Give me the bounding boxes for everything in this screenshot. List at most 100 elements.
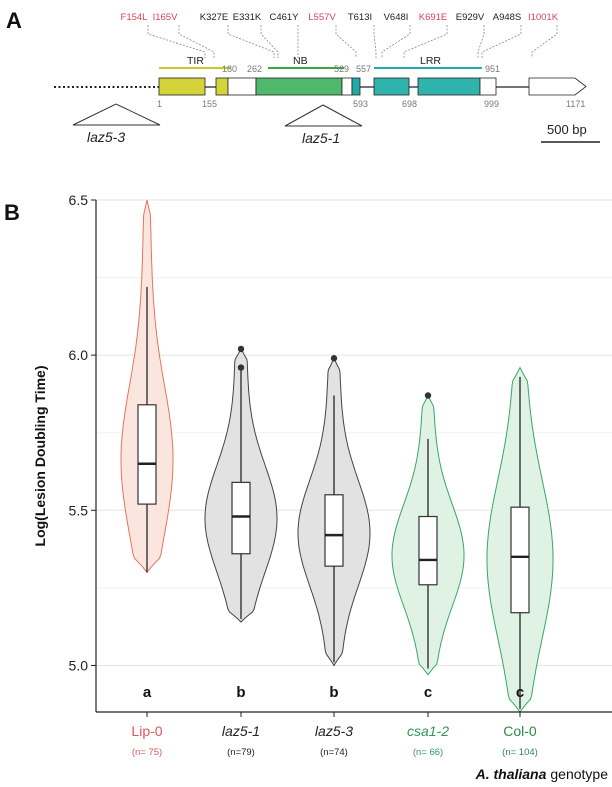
insertion-label: laz5-1 (302, 130, 340, 146)
significance-letter: b (329, 684, 338, 701)
sample-size-label: (n=74) (320, 747, 348, 758)
mutation-labels: F154L I165V K327E E331K C461Y L557V T613I V648I… (121, 12, 559, 23)
box-laz5-1 (231, 481, 251, 555)
significance-letter: c (516, 684, 524, 701)
mutation-label: E929V (456, 12, 485, 23)
outlier-point (330, 355, 338, 362)
sample-size-label: (n= 66) (413, 747, 443, 758)
x-axis-title-rest: genotype (550, 766, 608, 782)
exon-lrr-3 (417, 77, 481, 96)
mutation-leader-line (147, 25, 206, 58)
mutation-leader-lines (147, 25, 558, 58)
position-label: 180 (222, 64, 237, 74)
position-label: 593 (353, 99, 368, 109)
category-label: Lip-0 (131, 723, 162, 739)
exon-tir-end (215, 77, 229, 96)
mutation-leader-line (481, 25, 522, 58)
category-label: csa1-2 (407, 723, 449, 739)
significance-letter: a (143, 684, 152, 701)
insertion-triangle-icon (72, 103, 161, 126)
category-label: laz5-3 (315, 723, 353, 739)
insertion-triangle-icon (284, 104, 363, 127)
sample-size-label: (n= 104) (502, 747, 538, 758)
sample-size-label: (n= 75) (132, 747, 162, 758)
position-label: 698 (402, 99, 417, 109)
mutation-leader-line (477, 25, 485, 58)
box-laz5-3 (324, 494, 344, 567)
position-label: 262 (247, 64, 262, 74)
category-label: Col-0 (503, 723, 537, 739)
x-axis-title-species: A. thaliana (475, 766, 547, 782)
mutation-label: I165V (153, 12, 178, 23)
mutation-leader-line (227, 25, 275, 58)
mutation-leader-line (335, 25, 357, 58)
exon-nb (255, 77, 343, 96)
position-label: 557 (356, 64, 371, 74)
mutation-label: L557V (308, 12, 336, 23)
top-position-labels: 180 262 529 557 951 (222, 64, 500, 74)
y-tick-label: 5.5 (69, 502, 89, 518)
insertion-label: laz5-3 (87, 129, 125, 145)
position-label: 951 (485, 64, 500, 74)
position-label: 529 (334, 64, 349, 74)
exon-utr (479, 77, 497, 96)
mutation-label: C461Y (269, 12, 299, 23)
gene-model (54, 77, 587, 96)
mutation-label: T613I (348, 12, 372, 23)
mutation-leader-line (260, 25, 279, 58)
insertion-laz5-3: laz5-3 (72, 103, 161, 145)
panel-b-letter: B (4, 200, 20, 225)
exon-lrr-start (351, 77, 361, 96)
mutation-label: K327E (200, 12, 229, 23)
box-Col-0 (510, 506, 530, 614)
domain-annotations: TIR NB LRR (159, 55, 482, 69)
mutation-leader-line (531, 25, 558, 58)
sample-size-label: (n=79) (227, 747, 255, 758)
boxplots (137, 286, 530, 709)
mutation-leader-line (403, 25, 448, 58)
scale-bar: 500 bp (541, 122, 600, 143)
outlier-point (237, 345, 245, 353)
exon-nb-tail (341, 77, 353, 96)
outlier-point (237, 364, 245, 371)
x-axis-title: A. thaliana genotype (475, 766, 609, 782)
violins (120, 199, 554, 713)
nb-domain-label: NB (293, 55, 308, 67)
mutation-label: I1001K (528, 12, 559, 23)
y-axis-title: Log(Lesion Doubling Time) (32, 366, 48, 547)
position-label: 1171 (566, 99, 585, 109)
exon-lrr-2 (373, 77, 410, 96)
exon-1-tir (158, 77, 206, 96)
y-tick-label: 5.0 (69, 657, 89, 673)
position-label: 1 (157, 99, 162, 109)
panel-a-letter: A (6, 8, 22, 33)
mutation-leader-line (381, 25, 411, 58)
mutation-leader-line (178, 25, 215, 58)
scale-bar-label: 500 bp (547, 122, 587, 137)
exon-linker (227, 77, 257, 96)
y-tick-label: 6.5 (69, 192, 89, 208)
mutation-label: K691E (419, 12, 448, 23)
y-axis-ticks: 5.0 5.5 6.0 6.5 (69, 192, 96, 673)
mutation-label: F154L (121, 12, 148, 23)
outlier-point (424, 392, 432, 399)
panel-a: A F154L I165V K327E E331K C461Y L557V T613I V64… (6, 8, 600, 146)
mutation-label: E331K (233, 12, 262, 23)
x-axis-category-labels: Lip-0 (n= 75) laz5-1 (n=79) laz5-3 (n=74) csa1… (131, 712, 538, 758)
mutation-label: V648I (384, 12, 409, 23)
insertion-laz5-1: laz5-1 (284, 104, 363, 146)
mutation-leader-line (373, 25, 377, 58)
significance-letter: b (236, 684, 245, 701)
position-label: 999 (484, 99, 499, 109)
panel-b: B 5.0 5.5 6.0 6.5 a b b c c Lip-0 (n= 75) laz5-1 (… (4, 192, 612, 782)
exon-3prime-arrow (528, 77, 587, 96)
mutation-label: A948S (493, 12, 522, 23)
box-Lip-0 (137, 404, 157, 505)
box-csa1-2 (418, 515, 438, 586)
bottom-position-labels: 1 155 593 698 999 1171 (157, 99, 585, 109)
significance-letter: c (424, 684, 432, 701)
lrr-domain-label: LRR (420, 55, 441, 67)
category-label: laz5-1 (222, 723, 260, 739)
